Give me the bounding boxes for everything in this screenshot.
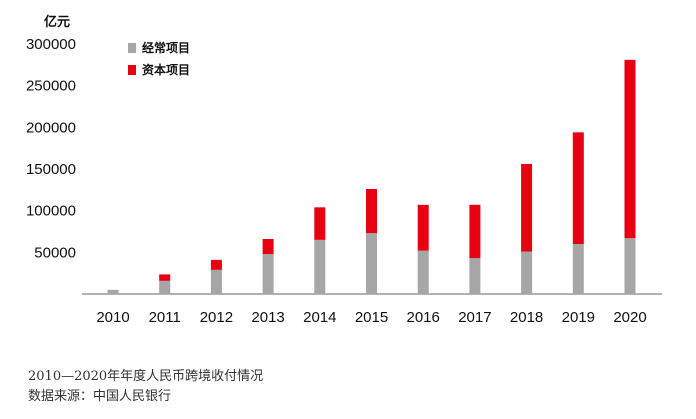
bar-segment (469, 258, 481, 294)
x-tick-label: 2013 (251, 309, 284, 326)
bar-segment (314, 239, 326, 294)
x-tick-label: 2015 (355, 309, 388, 326)
source-note: 数据来源：中国人民银行 (28, 389, 172, 404)
bar-chart: 亿元 50000 100000 150000 200000 250000 300000 2… (26, 14, 662, 326)
bar-segment (366, 189, 377, 234)
bar-segment (521, 251, 533, 294)
bar-segment (624, 238, 636, 294)
bar-segment (210, 269, 222, 294)
bar-segment (469, 204, 481, 259)
legend-label: 资本项目 (142, 62, 190, 77)
legend-label: 经常项目 (142, 40, 190, 55)
y-tick-label: 250000 (26, 78, 76, 95)
bars (107, 59, 636, 294)
bar-segment (262, 239, 274, 254)
bar-segment (572, 132, 584, 244)
y-tick-label: 100000 (26, 203, 76, 220)
bar-segment (366, 233, 377, 294)
x-tick-label: 2012 (200, 309, 233, 326)
x-tick-label: 2018 (510, 309, 543, 326)
bar-segment (521, 164, 533, 252)
y-tick-label: 200000 (26, 119, 76, 136)
bar-segment (159, 280, 171, 294)
bar-segment (624, 59, 636, 239)
bar-segment (314, 207, 326, 240)
x-tick-label: 2019 (562, 309, 595, 326)
y-tick-label: 300000 (26, 36, 76, 53)
x-tick-label: 2017 (458, 309, 491, 326)
chart-caption: 2010—2020年年度人民币跨境收付情况 (28, 369, 264, 384)
y-tick-label: 50000 (34, 244, 76, 261)
x-tick-label: 2016 (407, 309, 440, 326)
y-axis-unit-label: 亿元 (44, 14, 70, 30)
bar-segment (572, 244, 584, 294)
bar-segment (417, 204, 429, 251)
bar-segment (417, 250, 429, 294)
legend-swatch (128, 65, 136, 75)
x-tick-label: 2020 (613, 309, 646, 326)
bar-segment (159, 274, 171, 281)
bar-segment (262, 254, 274, 294)
bar-segment (107, 289, 119, 294)
x-tick-label: 2011 (149, 309, 181, 326)
x-tick-label: 2014 (303, 309, 336, 326)
y-axis-ticks: 50000 100000 150000 200000 250000 300000 (26, 36, 76, 261)
x-axis-ticks: 2010 2011 2012 2013 2014 2015 2016 2017 2018 2019… (96, 309, 646, 326)
y-tick-label: 150000 (26, 161, 76, 178)
bar-segment (210, 259, 222, 270)
legend-swatch (128, 43, 136, 53)
x-tick-label: 2010 (96, 309, 129, 326)
